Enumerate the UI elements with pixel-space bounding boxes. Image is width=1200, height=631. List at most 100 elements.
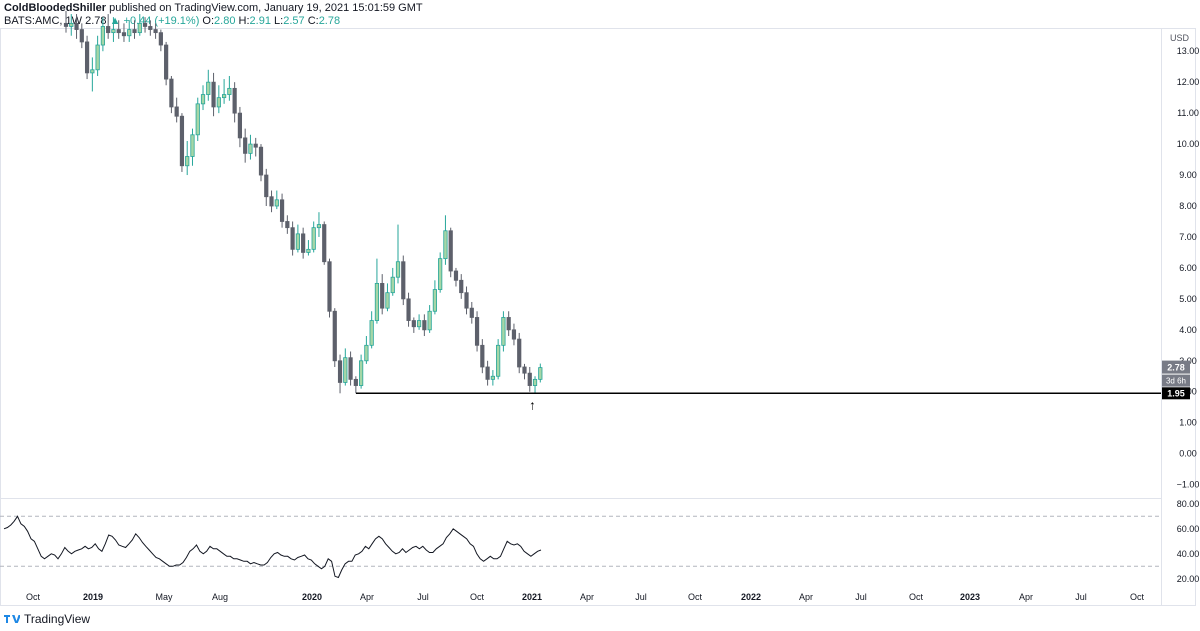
candle-body [132,29,137,34]
price-axis-unit: USD [1170,33,1190,43]
candle-down [264,168,269,207]
candle-body [411,320,416,328]
candle-down [116,20,121,39]
candle-body [337,360,343,383]
time-tick-label: Apr [1019,592,1033,602]
candle-down [406,292,411,327]
candle-down [527,366,532,392]
candle-body [69,22,74,27]
candle-down [301,227,306,259]
candle-body [211,81,216,108]
candle-body [264,174,269,198]
time-tick-label: Apr [360,592,374,602]
candle-down [79,23,84,49]
candle-down [63,10,69,33]
candle-body [79,29,84,43]
candle-up [190,128,195,166]
candle-body [306,248,311,253]
candle-body [111,29,116,34]
candle-body [179,115,185,167]
candle-body [258,146,264,176]
candle-body [285,221,290,229]
candle-up [206,69,211,101]
low-label: L: [274,15,284,27]
price-tick-label: 11.00 [1177,108,1199,118]
candle-down [348,351,353,386]
candle-body [438,258,443,290]
time-tick-label: 2020 [302,592,322,602]
candle-up [395,224,401,284]
candle-down [453,267,459,287]
candle-down [174,97,179,123]
candle-up [227,75,232,101]
time-tick-label: 2021 [522,592,542,602]
candle-body [532,378,538,386]
candle-down [148,20,153,36]
candle-body [443,230,448,260]
candle-up [364,336,369,364]
symbol-label[interactable]: BATS:AMC, 1W [4,15,83,27]
candle-body [274,199,279,207]
last-price: 2.78 [85,15,107,27]
price-tick-label: 6.00 [1179,263,1197,273]
candle-down [121,23,127,42]
author-name[interactable]: ColdBloodedShiller [4,2,107,14]
candle-body [343,357,348,383]
tradingview-icon [4,615,20,623]
candle-up [200,85,206,111]
candle-down [153,23,158,39]
time-axis: Oct 2019 May Aug 2020 Apr Jul Oct 2021 Apr Jul Oct 2… [26,592,1145,602]
candle-down [459,274,464,299]
candle-down [164,41,169,86]
candle-up [501,311,506,352]
candle-body [401,261,406,300]
candles [63,10,543,394]
candle-down [327,258,332,318]
price-axis-separator [1161,28,1162,606]
candle-body [106,26,111,34]
candle-up [295,224,300,253]
time-tick-label: May [155,592,173,602]
candle-down [132,20,137,39]
candle-up [343,348,348,386]
candle-body [221,94,227,99]
time-tick-label: Oct [1130,592,1145,602]
candle-body [395,261,401,278]
candle-body [127,29,132,37]
tradingview-logo[interactable]: TradingView [4,612,90,626]
candle-body [74,22,79,30]
candle-down [380,274,385,315]
candle-up [385,283,390,312]
candle-down [285,215,290,234]
candle-body [195,103,200,136]
candle-body [464,292,469,309]
candle-body [148,26,153,30]
candle-up [69,14,74,36]
candle-body [353,378,358,386]
price-tick-label: 1.00 [1179,418,1197,428]
candle-body [374,282,380,321]
candle-up [416,314,422,330]
candle-body [174,106,179,117]
candle-body [253,143,258,148]
candle-body [448,230,453,272]
candle-down [337,354,343,394]
candle-up [185,140,190,176]
candle-body [511,329,517,340]
price-badges: 2.78 3d 6h 1.95 [1162,360,1190,400]
time-tick-label: 2023 [960,592,980,602]
price-tick-label: 12.00 [1177,77,1200,87]
open-value: 2.80 [214,15,236,27]
candle-up [311,221,316,253]
candle-up [390,267,395,296]
candle-body [390,276,395,294]
time-tick-label: Oct [470,592,485,602]
candle-body [322,224,327,263]
price-tick-label: 8.00 [1179,201,1197,211]
candle-body [100,26,105,46]
symbol-legend: BATS:AMC, 1W 2.78 ▲ +0.44 (+19.1%) O:2.8… [4,15,340,28]
candle-up [248,134,253,160]
candle-up [496,339,501,380]
candle-body [279,199,285,222]
